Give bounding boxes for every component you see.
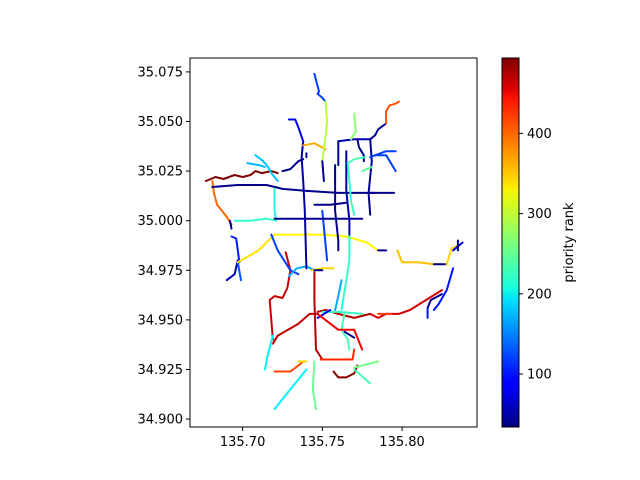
road-segment-40 [353, 360, 380, 369]
road-segment-39 [273, 368, 308, 411]
road-segment-15 [396, 249, 443, 266]
road-segment-53 [302, 142, 327, 151]
road-segment-49 [300, 140, 308, 270]
road-segment-52 [287, 118, 305, 143]
road-segment-64 [337, 138, 372, 143]
road-segment-43 [270, 233, 300, 276]
road-segment-54 [313, 72, 321, 95]
road-segment-11 [236, 261, 242, 282]
road-segment-17 [445, 243, 461, 266]
road-segment-72 [374, 154, 397, 173]
road-segment-69 [369, 122, 388, 141]
road-segment-37 [273, 360, 305, 373]
road-segment-36 [311, 360, 317, 411]
road-segment-7 [233, 217, 278, 222]
y-tick-label: 35.075 [138, 65, 184, 80]
road-segment-75 [361, 166, 373, 173]
road-segment-5 [246, 162, 266, 169]
road-segment-56 [321, 100, 329, 163]
road-segment-47 [340, 233, 351, 311]
plot-frame [189, 57, 478, 428]
colorbar-tick-label: 200 [527, 287, 552, 302]
colorbar-tick-label: 400 [527, 127, 552, 142]
road-segment-34 [319, 348, 356, 361]
road-segment-28 [340, 310, 351, 351]
road-segment-8 [228, 219, 233, 230]
road-segment-2 [211, 180, 233, 226]
road-segment-57 [321, 160, 325, 182]
road-segment-50 [281, 158, 305, 173]
road-segment-68 [346, 162, 356, 216]
road-segment-9 [230, 235, 241, 264]
road-segment-55 [316, 92, 327, 103]
road-segment-33 [313, 271, 324, 361]
road-segment-41 [353, 368, 372, 385]
y-tick-label: 34.975 [138, 264, 184, 279]
road-segment-13 [273, 233, 380, 252]
colorbar-tick-label: 300 [527, 207, 552, 222]
road-segment-74 [385, 100, 400, 125]
y-tick-label: 34.950 [138, 313, 184, 328]
y-tick-label: 34.925 [138, 363, 184, 378]
road-segment-61 [334, 164, 340, 252]
axes: 135.70 135.75 135.80 34.900 34.925 34.950 34.9… [138, 57, 478, 450]
road-segment-4 [254, 154, 279, 182]
colorbar-gradient [502, 58, 519, 427]
road-segment-10 [225, 259, 239, 282]
road-segment-6 [273, 187, 278, 222]
x-tick-label: 135.75 [300, 435, 346, 450]
road-segment-67 [346, 156, 367, 165]
road-segment-60 [313, 201, 348, 206]
y-tick-label: 35.000 [138, 214, 184, 229]
road-segment-62 [345, 150, 351, 236]
road-segment-42 [263, 334, 274, 371]
road-segment-32 [271, 312, 319, 345]
road-segment-23 [369, 289, 443, 319]
plot-area [204, 72, 464, 411]
road-segment-48 [334, 279, 343, 311]
road-segment-1 [204, 170, 279, 182]
road-segment-65 [350, 112, 357, 141]
road-segment-3 [211, 184, 376, 194]
road-segment-12 [236, 233, 276, 264]
colorbar-tick-label: 100 [527, 368, 552, 383]
road-segment-24 [316, 309, 372, 319]
y-tick-label: 35.050 [138, 115, 184, 130]
road-segment-20 [432, 267, 455, 311]
road-segment-30 [316, 312, 364, 351]
road-segment-21 [426, 293, 443, 309]
road-segment-29 [343, 330, 356, 339]
x-tick-label: 135.70 [220, 435, 266, 450]
y-tick-label: 34.900 [138, 413, 184, 428]
road-segment-70 [367, 138, 373, 216]
colorbar-frame [501, 57, 520, 428]
colorbar: 100 200 300 400 priority rank [501, 57, 577, 428]
road-segment-44 [287, 265, 316, 278]
x-tick-label: 135.80 [379, 435, 425, 450]
colorbar-label: priority rank [562, 202, 577, 283]
y-tick-label: 35.025 [138, 165, 184, 180]
